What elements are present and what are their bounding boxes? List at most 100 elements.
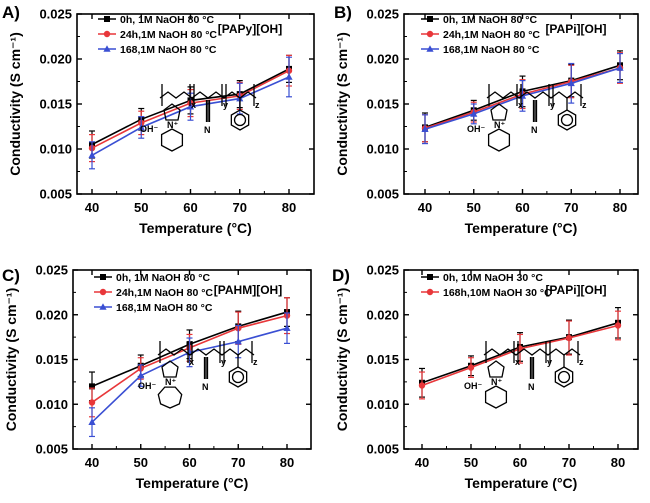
data-point: [565, 334, 573, 342]
polymer-structure-drawing: x y z N⁺ OH⁻ N: [140, 84, 260, 152]
data-point: [285, 73, 293, 80]
legend-entry-2: 24h,1M NaOH 80 °C: [421, 29, 540, 41]
legend-label: 168,1M NaOH 80 °C: [116, 302, 213, 314]
nitrile-label: N: [204, 125, 211, 135]
pyrrolidinium-ring: [161, 360, 179, 378]
data-point: [567, 79, 575, 87]
polymer-label: [PAHM][OH]: [214, 283, 282, 297]
panel-a: 0.005 0.010 0.015 0.020 0.025 40 50 60 70 80 Tempe…: [2, 3, 315, 236]
polymer-label: [PAPy][OH]: [218, 22, 282, 36]
y-tick-label: 0.010: [366, 142, 399, 157]
data-point: [614, 322, 622, 329]
y-axis-label: Conductivity (S cm⁻¹): [7, 32, 23, 176]
polymer-structure-drawing: x y z N⁺ OH⁻ N: [467, 84, 587, 152]
x-tick-label: 50: [464, 455, 478, 470]
data-point: [88, 151, 96, 159]
counterion-label: OH⁻: [464, 381, 483, 391]
legend-entry-2: 24h,1M NaOH 80 °C: [94, 287, 213, 299]
data-point: [283, 324, 291, 331]
data-point: [137, 371, 145, 379]
legend-marker: [426, 288, 434, 296]
series-3: [88, 312, 291, 438]
legend-entry-3: 168,1M NaOH 80 °C: [421, 44, 540, 56]
x-axis-label: Temperature (°C): [136, 475, 249, 491]
panel-d: 0.005 0.010 0.015 0.020 0.025 40 50 60 70 80 Tempe…: [332, 263, 639, 491]
x-tick-label: 80: [613, 200, 627, 215]
legend-entry-2: 168h,10M NaOH 30 °C: [421, 287, 552, 299]
polymer-structure-drawing: x y z N⁺ OH⁻ N: [464, 341, 584, 409]
y-tick-label: 0.015: [366, 352, 399, 367]
legend-entry-2: 24h,1M NaOH 80 °C: [98, 29, 217, 41]
nitrile-label: N: [202, 382, 209, 392]
panel-b: 0.005 0.010 0.015 0.020 0.025 40 50 60 70 80 Tempe…: [334, 3, 639, 236]
x-tick-label: 40: [415, 455, 429, 470]
y-tick-label: 0.025: [39, 7, 72, 22]
cation-label: N⁺: [491, 377, 502, 387]
legend-label: 24h,1M NaOH 80 °C: [116, 287, 213, 299]
legend-label: 168,1M NaOH 80 °C: [443, 44, 540, 56]
series-2: [418, 310, 622, 400]
subscript-z: z: [253, 357, 258, 367]
y-tick-label: 0.015: [35, 352, 68, 367]
legend-entry-3: 168,1M NaOH 80 °C: [94, 302, 213, 314]
subscript-z: z: [255, 100, 260, 110]
panel-letter: D): [332, 266, 350, 285]
legend-marker: [426, 30, 434, 38]
y-tick-label: 0.020: [366, 307, 399, 322]
nitrile-label: N: [531, 125, 538, 135]
cation-label: N⁺: [165, 377, 176, 387]
x-tick-label: 60: [183, 200, 197, 215]
x-axis-label: Temperature (°C): [465, 475, 578, 491]
x-tick-label: 70: [562, 455, 576, 470]
backbone: [483, 348, 581, 356]
x-tick-label: 70: [231, 455, 245, 470]
legend-entry-1: 0h, 1M NaOH 80 °C: [421, 14, 537, 26]
y-tick-label: 0.010: [35, 397, 68, 412]
phenyl-aromatic: [233, 113, 247, 127]
azacycle-ring: [484, 385, 508, 409]
subscript-y: y: [547, 357, 552, 367]
y-tick-label: 0.005: [35, 442, 68, 457]
data-point: [137, 123, 145, 131]
x-tick-label: 40: [418, 200, 432, 215]
legend-label: 168h,10M NaOH 30 °C: [443, 287, 552, 299]
subscript-x: x: [191, 100, 196, 110]
y-tick-label: 0.010: [39, 142, 72, 157]
counterion-label: OH⁻: [467, 124, 486, 134]
legend-label: 168,1M NaOH 80 °C: [120, 44, 217, 56]
data-point: [467, 364, 475, 371]
subscript-y: y: [223, 100, 228, 110]
y-tick-label: 0.020: [366, 52, 399, 67]
data-point: [421, 125, 429, 132]
x-tick-label: 80: [282, 200, 296, 215]
pyrrolidinium-ring: [490, 103, 508, 121]
y-tick-label: 0.025: [35, 263, 68, 278]
panel-letter: A): [2, 3, 20, 22]
x-axis-label: Temperature (°C): [139, 220, 252, 236]
x-tick-label: 60: [515, 200, 529, 215]
subscript-y: y: [221, 357, 226, 367]
panel-letter: B): [334, 3, 352, 22]
phenyl-aromatic: [557, 370, 571, 384]
y-axis-label: Conductivity (S cm⁻¹): [3, 288, 19, 432]
azacycle-ring: [160, 128, 184, 152]
legend-marker: [99, 303, 107, 310]
cation-label: N⁺: [494, 120, 505, 130]
panel-c: 0.005 0.010 0.015 0.020 0.025 40 50 60 70 80 Tempe…: [2, 263, 312, 491]
legend-entry-3: 168,1M NaOH 80 °C: [98, 44, 217, 56]
data-point: [88, 418, 96, 425]
legend-marker: [103, 45, 111, 52]
subscript-x: x: [518, 100, 523, 110]
legend-label: 0h, 10M NaOH 30 °C: [443, 272, 543, 284]
subscript-z: z: [582, 100, 587, 110]
x-tick-label: 50: [134, 455, 148, 470]
legend-label: 0h, 1M NaOH 80 °C: [120, 14, 214, 26]
legend-label: 0h, 1M NaOH 80 °C: [443, 14, 537, 26]
y-tick-label: 0.015: [39, 97, 72, 112]
nitrile-label: N: [528, 382, 535, 392]
data-point: [470, 110, 478, 117]
cation-label: N⁺: [167, 120, 178, 130]
y-axis-label: Conductivity (S cm⁻¹): [334, 32, 350, 176]
legend-marker: [104, 16, 110, 22]
x-tick-label: 60: [182, 455, 196, 470]
